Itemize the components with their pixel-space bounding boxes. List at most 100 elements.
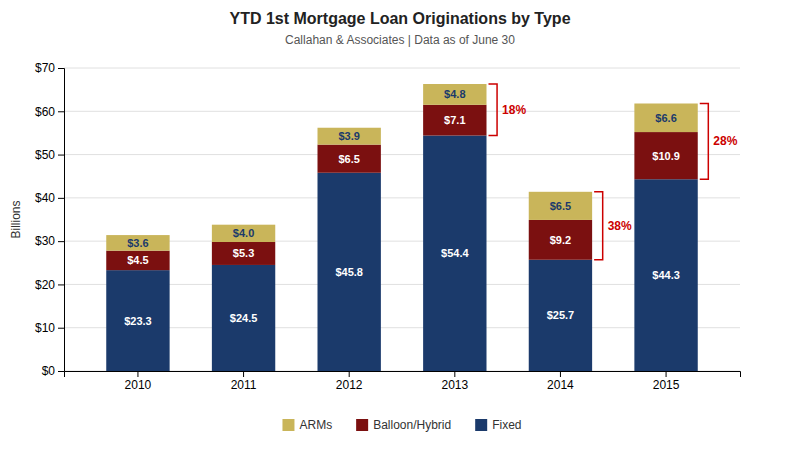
tick-label: $70 — [35, 61, 55, 75]
annotation: 18% — [502, 103, 526, 117]
bar — [106, 251, 169, 270]
tick-label: 2015 — [653, 378, 680, 392]
tick: $20 — [35, 278, 64, 292]
series — [106, 136, 698, 371]
tick-mark — [58, 68, 64, 69]
legend-swatch — [356, 419, 368, 431]
tick-label: 2013 — [441, 378, 468, 392]
bar — [529, 192, 592, 220]
tick-mark — [243, 371, 244, 377]
tick-label: $30 — [35, 234, 55, 248]
data-label: $45.8 — [335, 266, 363, 278]
tick-label: $40 — [35, 191, 55, 205]
tick: $70 — [35, 61, 64, 75]
legend: ARMs Balloon/Hybrid Fixed — [282, 418, 521, 432]
bar — [318, 173, 381, 371]
subtitle: Callahan & Associates | Data as of June … — [285, 33, 515, 47]
bar — [318, 145, 381, 173]
tick: $50 — [35, 148, 64, 162]
tick-mark — [560, 371, 561, 377]
bar — [634, 132, 697, 179]
bars — [106, 84, 698, 371]
tick-mark — [454, 371, 455, 377]
tick-mark — [666, 371, 667, 377]
bar — [529, 220, 592, 260]
legend-item: Balloon/Hybrid — [356, 418, 451, 432]
tick-mark — [58, 111, 64, 112]
bar — [423, 136, 486, 371]
tick-label: $20 — [35, 278, 55, 292]
bar — [423, 84, 486, 105]
bar — [106, 270, 169, 371]
legend-label: ARMs — [299, 418, 332, 432]
tick-mark — [58, 155, 64, 156]
data-label: $7.1 — [444, 114, 465, 126]
chart: YTD 1st Mortgage Loan Originations by Ty… — [0, 0, 800, 449]
data-label: $10.9 — [652, 150, 680, 162]
bracket — [700, 103, 709, 179]
data-label: $4.5 — [127, 254, 148, 266]
annotation: 38% — [608, 219, 632, 233]
tick: 2010 — [125, 371, 152, 392]
bracket — [594, 192, 603, 260]
grid-line — [64, 68, 740, 69]
data-label: $5.3 — [233, 247, 254, 259]
tick-label: $0 — [42, 364, 56, 378]
legend-swatch — [282, 419, 294, 431]
data-label: $6.5 — [550, 200, 571, 212]
bar — [106, 235, 169, 251]
bar — [423, 105, 486, 136]
data-labels: $23.3$24.5$45.8$54.4$25.7$44.3$4.5$5.3$6… — [124, 88, 680, 326]
series — [106, 105, 698, 270]
annotations: 18%38%28% — [489, 84, 738, 260]
series — [106, 84, 698, 251]
legend-swatch — [475, 419, 487, 431]
bar — [212, 225, 275, 242]
data-label: $44.3 — [652, 269, 680, 281]
y-axis: $0 $10 $20 $30 $40 $50 $60 $70 — [35, 61, 65, 378]
bar — [529, 260, 592, 371]
tick-label: $60 — [35, 105, 55, 119]
tick-label: 2014 — [547, 378, 574, 392]
data-label: $3.9 — [338, 130, 359, 142]
legend-item: Fixed — [475, 418, 521, 432]
tick-mark — [58, 284, 64, 285]
tick-mark — [58, 198, 64, 199]
data-label: $6.5 — [338, 153, 359, 165]
tick-label: $50 — [35, 148, 55, 162]
tick: $60 — [35, 105, 64, 119]
tick-mark — [58, 241, 64, 242]
tick: 2015 — [653, 371, 680, 392]
legend-item: ARMs — [282, 418, 332, 432]
bar — [212, 242, 275, 265]
tick-label: 2012 — [336, 378, 363, 392]
y-axis-title: Billions — [9, 200, 23, 238]
title: YTD 1st Mortgage Loan Originations by Ty… — [229, 10, 570, 27]
bracket — [489, 84, 498, 136]
data-label: $4.0 — [233, 227, 254, 239]
data-label: $3.6 — [127, 237, 148, 249]
tick-label: 2011 — [231, 378, 257, 392]
bar — [318, 128, 381, 145]
tick: 2013 — [441, 371, 468, 392]
data-label: $54.4 — [441, 247, 469, 259]
legend-label: Fixed — [492, 418, 521, 432]
tick: 2012 — [336, 371, 363, 392]
tick: $30 — [35, 234, 64, 248]
tick: 2014 — [547, 371, 574, 392]
bar — [212, 265, 275, 371]
tick-mark — [137, 371, 138, 377]
tick-mark — [58, 371, 64, 372]
tick: $40 — [35, 191, 64, 205]
data-label: $24.5 — [230, 312, 258, 324]
tick-mark — [349, 371, 350, 377]
axis-line — [58, 69, 65, 372]
tick: $10 — [35, 321, 64, 335]
x-axis: 2010 2011 2012 2013 2014 2015 — [65, 371, 741, 392]
tick-mark — [58, 328, 64, 329]
tick-label: $10 — [35, 321, 55, 335]
tick: 2011 — [231, 371, 257, 392]
bar — [634, 179, 697, 371]
data-label: $6.6 — [655, 112, 676, 124]
axis-line — [65, 372, 741, 378]
